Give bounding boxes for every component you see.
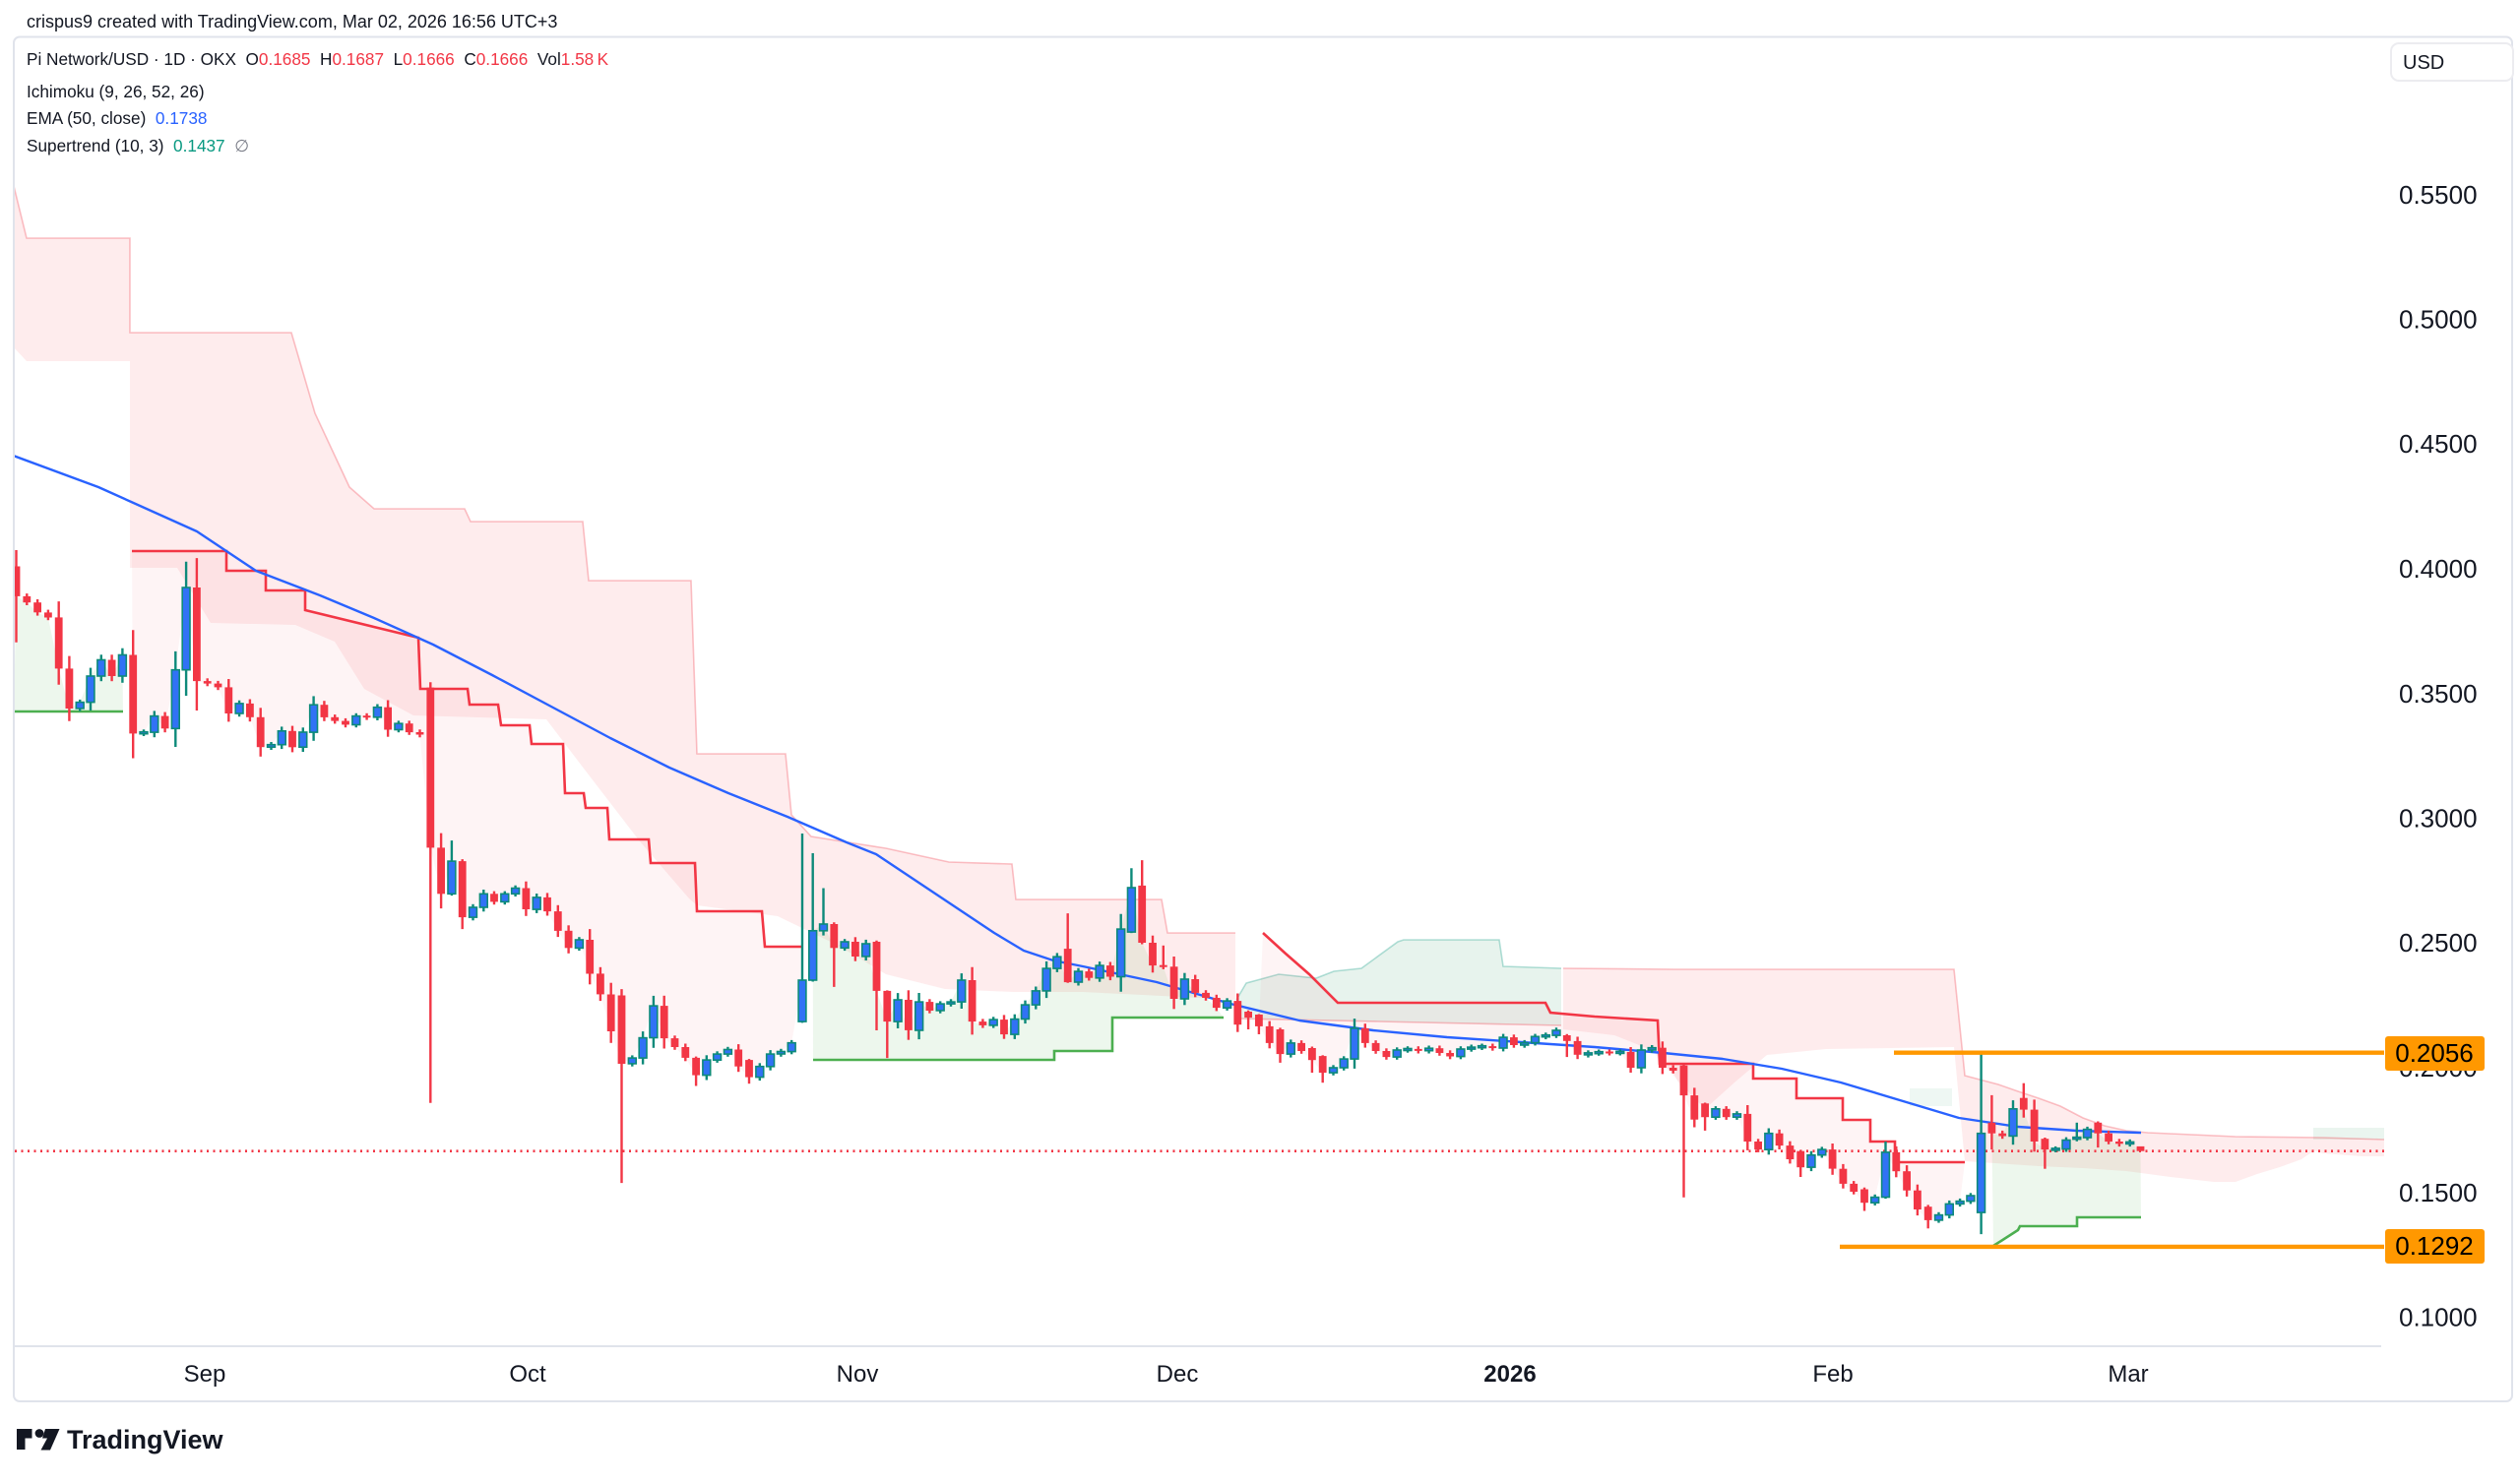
svg-text:Supertrend (10, 3) 0.1437 ∅: Supertrend (10, 3) 0.1437 ∅: [27, 136, 249, 155]
svg-text:0.2056: 0.2056: [2395, 1038, 2474, 1068]
svg-text:0.3500: 0.3500: [2399, 679, 2478, 709]
svg-text:TradingView: TradingView: [67, 1425, 224, 1454]
svg-text:0.2500: 0.2500: [2399, 928, 2478, 958]
svg-text:0.3000: 0.3000: [2399, 804, 2478, 834]
svg-text:Pi Network/USD · 1D · OKX O0.: Pi Network/USD · 1D · OKX O0.1685 H0.168…: [27, 49, 609, 69]
svg-text:0.4000: 0.4000: [2399, 554, 2478, 584]
svg-text:Sep: Sep: [184, 1361, 226, 1388]
svg-text:0.1000: 0.1000: [2399, 1303, 2478, 1332]
svg-text:USD: USD: [2403, 52, 2444, 74]
svg-text:crispus9 created with TradingV: crispus9 created with TradingView.com, M…: [27, 12, 557, 31]
svg-text:0.1292: 0.1292: [2395, 1231, 2474, 1261]
svg-text:0.4500: 0.4500: [2399, 429, 2478, 459]
svg-text:Dec: Dec: [1157, 1361, 1199, 1388]
svg-text:0.1500: 0.1500: [2399, 1178, 2478, 1207]
svg-text:EMA (50, close) 0.1738: EMA (50, close) 0.1738: [27, 108, 207, 128]
svg-text:Ichimoku (9, 26, 52, 26): Ichimoku (9, 26, 52, 26): [27, 82, 205, 101]
svg-text:Feb: Feb: [1812, 1361, 1853, 1388]
svg-text:0.5000: 0.5000: [2399, 305, 2478, 335]
svg-text:Mar: Mar: [2108, 1361, 2148, 1388]
svg-text:2026: 2026: [1483, 1361, 1536, 1388]
svg-text:0.5500: 0.5500: [2399, 180, 2478, 210]
svg-text:Nov: Nov: [837, 1361, 879, 1388]
svg-text:Oct: Oct: [509, 1361, 546, 1388]
